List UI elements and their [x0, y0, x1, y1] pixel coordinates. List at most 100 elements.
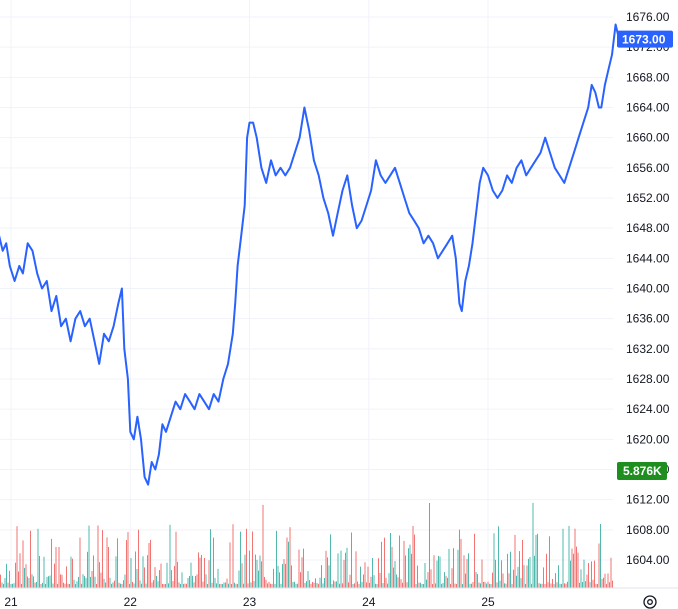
- volume-bar: [76, 581, 78, 588]
- volume-bar: [549, 536, 550, 588]
- volume-bar: [133, 583, 135, 588]
- volume-bar: [70, 556, 72, 588]
- volume-bar: [171, 570, 172, 588]
- volume-bar: [448, 548, 450, 588]
- volume-bar: [595, 583, 597, 588]
- volume-bar: [531, 583, 532, 588]
- volume-bar: [79, 537, 81, 588]
- volume-bar: [49, 575, 51, 588]
- volume-bar: [433, 555, 435, 588]
- volume-bar: [225, 582, 226, 588]
- volume-bar: [372, 558, 373, 588]
- volume-bar: [330, 534, 331, 588]
- volume-bar: [366, 582, 367, 588]
- volume-bar: [588, 563, 589, 588]
- volume-bar: [162, 584, 163, 588]
- volume-bar: [232, 524, 234, 588]
- volume-bar: [249, 550, 250, 588]
- volume-bar: [219, 583, 220, 588]
- last-volume-badge-bg: [617, 462, 667, 480]
- volume-bar: [540, 583, 541, 588]
- volume-bar: [343, 559, 345, 588]
- settings-icon[interactable]: [643, 595, 657, 609]
- volume-bar: [18, 571, 19, 588]
- last-volume-badge: 5.876K: [617, 462, 667, 480]
- y-tick-label: 1628.00: [626, 372, 670, 386]
- volume-bar: [39, 555, 40, 588]
- volume-bar: [585, 581, 586, 588]
- volume-bar: [90, 576, 91, 588]
- volume-bar: [370, 576, 372, 588]
- volume-bar: [402, 582, 403, 588]
- volume-bar: [483, 582, 484, 588]
- volume-bar: [85, 577, 87, 588]
- volume-bar: [93, 555, 94, 588]
- x-tick-label: 24: [362, 595, 376, 609]
- grid: [0, 0, 613, 588]
- volume-bar: [543, 567, 544, 588]
- volume-bar: [576, 546, 577, 588]
- volume-bar: [316, 582, 318, 588]
- volume-bar: [535, 535, 537, 588]
- volume-bar: [589, 582, 591, 588]
- volume-bar: [550, 583, 552, 588]
- volume-bar: [303, 548, 304, 588]
- volume-bar: [64, 583, 66, 588]
- y-tick-label: 1612.00: [626, 493, 670, 507]
- volume-bar: [415, 584, 417, 588]
- volume-bar: [178, 582, 180, 588]
- volume-bar: [261, 561, 262, 588]
- volume-bar: [426, 579, 427, 588]
- volume-bar: [472, 582, 474, 588]
- volume-bar: [534, 555, 535, 588]
- volume-bar: [54, 563, 55, 588]
- volume-bar: [405, 555, 406, 588]
- volume-bar: [505, 583, 507, 588]
- volume-bar: [213, 537, 214, 588]
- volume-bar: [396, 574, 397, 588]
- volume-bar: [181, 572, 183, 588]
- volume-bar: [270, 583, 271, 588]
- volume-bar: [115, 556, 117, 588]
- volume-bar: [216, 583, 217, 588]
- volume-bar: [111, 583, 112, 588]
- volume-bar: [40, 584, 42, 588]
- volume-bar: [102, 530, 103, 588]
- volume-bar: [519, 551, 520, 588]
- volume-bar: [123, 580, 124, 588]
- volume-bar: [502, 573, 504, 588]
- volume-bar: [7, 582, 9, 588]
- volume-bar: [294, 581, 295, 588]
- volume-bar: [45, 584, 46, 588]
- volume-bar: [276, 530, 277, 588]
- volume-bar: [238, 570, 240, 588]
- volume-bar: [87, 551, 88, 588]
- volume-bar: [156, 575, 157, 588]
- volume-bar: [313, 582, 315, 588]
- volume-bar: [603, 577, 604, 588]
- volume-bar: [358, 583, 360, 588]
- volume-bar: [288, 541, 289, 588]
- volume-bar: [187, 578, 189, 588]
- volume-bar: [352, 584, 354, 588]
- volume-bar: [105, 582, 106, 588]
- volume-bar: [378, 558, 379, 588]
- volume-bar: [564, 583, 565, 588]
- volume-bar: [124, 574, 126, 588]
- volume-bar: [349, 574, 351, 588]
- volume-bar: [268, 581, 270, 588]
- volume-bar: [97, 525, 99, 588]
- volume-bar: [99, 562, 100, 588]
- volume-bar: [558, 565, 559, 588]
- volume-bar: [387, 583, 388, 588]
- price-line: [0, 23, 621, 486]
- volume-bar: [439, 556, 441, 588]
- volume-bar: [274, 583, 276, 588]
- volume-bar: [211, 582, 213, 588]
- volume-bar: [283, 559, 285, 588]
- volume-bar: [141, 583, 142, 588]
- volume-bar: [436, 560, 438, 588]
- volume-bar: [394, 561, 396, 588]
- volume-bar: [120, 583, 121, 588]
